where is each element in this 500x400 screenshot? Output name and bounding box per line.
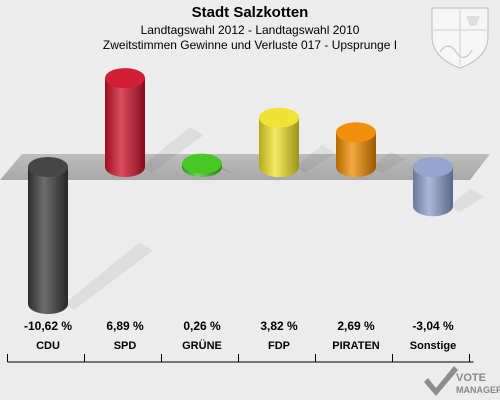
category-label-fdp: FDP xyxy=(268,340,290,352)
watermark-text-2: MANAGER xyxy=(456,385,500,395)
category-label-sonstige: Sonstige xyxy=(410,340,456,352)
bar-cap-sonstige xyxy=(413,157,453,177)
vote-manager-logo: VOTE MANAGER xyxy=(424,366,500,396)
bar-shadow-fdp xyxy=(295,144,337,173)
bar-shadow-cdu xyxy=(64,242,154,310)
bar-piraten xyxy=(336,122,376,177)
category-label-piraten: PIRATEN xyxy=(332,340,380,352)
checkmark-icon xyxy=(424,366,458,396)
bar-cap-piraten xyxy=(336,122,376,143)
bar-body-spd xyxy=(105,78,145,177)
bar-cap-fdp xyxy=(259,107,299,128)
coat-of-arms-icon xyxy=(431,7,489,69)
value-label-piraten: 2,69 % xyxy=(337,319,375,333)
bar-cap-gr-ne xyxy=(182,153,222,174)
category-label-gr-ne: GRÜNE xyxy=(182,339,222,352)
chart-subtitle-2: Zweitstimmen Gewinne und Verluste 017 - … xyxy=(102,38,398,52)
category-label-spd: SPD xyxy=(114,340,137,352)
bar-body-cdu xyxy=(28,167,68,314)
bar-cap-spd xyxy=(105,68,145,89)
chart-subtitle: Landtagswahl 2012 - Landtagswahl 2010 xyxy=(140,23,360,37)
value-label-cdu: -10,62 % xyxy=(24,319,72,333)
bar-body-piraten xyxy=(336,132,376,177)
bar-body-sonstige xyxy=(413,167,453,217)
bar-shadow-sonstige xyxy=(449,188,485,213)
category-label-cdu: CDU xyxy=(36,340,60,352)
bar-spd xyxy=(105,68,145,177)
bar-cap-cdu xyxy=(28,157,68,177)
watermark-text: VOTE xyxy=(456,372,486,384)
bar-sonstige xyxy=(413,157,453,217)
value-label-sonstige: -3,04 % xyxy=(412,319,454,333)
value-label-gr-ne: 0,26 % xyxy=(183,319,221,333)
bar-shadow-spd xyxy=(141,127,204,173)
chart-title: Stadt Salzkotten xyxy=(191,4,309,21)
bar-gr-ne xyxy=(182,153,222,177)
bar-shadow-piraten xyxy=(372,151,406,173)
bar-body-fdp xyxy=(259,117,299,177)
value-label-fdp: 3,82 % xyxy=(260,319,298,333)
value-label-spd: 6,89 % xyxy=(106,319,144,333)
bar-fdp xyxy=(259,107,299,177)
bar-cdu xyxy=(28,157,68,314)
